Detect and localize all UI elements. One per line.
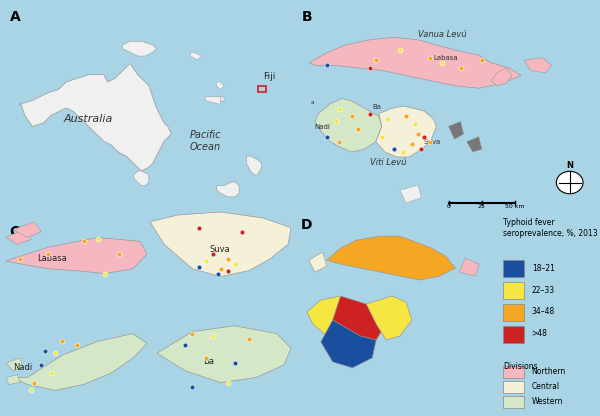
Text: Divisions: Divisions [503,362,538,371]
Text: Suva: Suva [209,245,230,254]
Bar [503,396,524,408]
Text: N: N [566,161,573,170]
Text: Western: Western [532,397,563,406]
Polygon shape [376,106,436,157]
Bar [258,86,266,92]
Polygon shape [205,97,220,104]
Text: 0: 0 [446,204,451,209]
Text: Nadi: Nadi [13,363,32,372]
Bar [503,381,524,393]
Text: Nadi: Nadi [314,124,331,130]
Polygon shape [13,334,147,390]
Text: Central: Central [532,382,560,391]
Polygon shape [157,326,291,383]
Polygon shape [491,68,512,86]
Polygon shape [6,238,147,274]
Polygon shape [332,296,386,348]
Bar [503,260,524,277]
Bar [503,282,524,299]
Text: Typhoid fever
seroprevalence, %, 2013: Typhoid fever seroprevalence, %, 2013 [503,218,598,238]
Text: 22–33: 22–33 [532,285,555,295]
Polygon shape [366,296,412,340]
Text: Ba: Ba [203,357,215,366]
Text: 50 km: 50 km [505,204,525,209]
Circle shape [556,171,583,194]
Polygon shape [307,296,366,342]
Text: Labasa: Labasa [433,55,458,61]
Polygon shape [321,320,376,368]
Polygon shape [6,375,20,384]
Text: Labasa: Labasa [37,255,67,263]
Text: Pacific
Ocean: Pacific Ocean [190,131,221,152]
Text: C: C [9,225,19,239]
Polygon shape [400,185,421,203]
Text: a: a [310,99,314,104]
Polygon shape [309,252,326,272]
Polygon shape [449,121,464,139]
Polygon shape [134,171,149,186]
Text: Northern: Northern [532,367,566,376]
Polygon shape [309,37,521,88]
Polygon shape [150,212,291,277]
Polygon shape [247,156,262,175]
Polygon shape [524,58,551,73]
Text: D: D [301,218,313,232]
Bar [503,304,524,321]
Polygon shape [315,99,382,152]
Bar [503,326,524,343]
Text: Vanua Levú: Vanua Levú [418,30,467,39]
Text: 18–21: 18–21 [532,264,554,272]
Text: Australia: Australia [64,114,113,124]
Polygon shape [6,358,23,371]
Text: 25: 25 [478,204,486,209]
Text: Suva: Suva [423,139,440,145]
Text: 34–48: 34–48 [532,307,555,317]
Polygon shape [220,97,224,101]
Text: >48: >48 [532,329,548,339]
Polygon shape [190,52,202,60]
Polygon shape [217,182,239,197]
Polygon shape [460,258,479,276]
Text: Ba: Ba [373,104,382,110]
Polygon shape [326,236,455,280]
Text: Viti Levú: Viti Levú [370,158,406,167]
Text: A: A [10,10,21,24]
Text: Fiji: Fiji [263,72,276,81]
Polygon shape [13,222,41,238]
Polygon shape [6,230,31,244]
Polygon shape [217,82,224,89]
Polygon shape [467,137,482,152]
Text: B: B [302,10,312,24]
Polygon shape [19,64,172,171]
Polygon shape [122,41,157,56]
Bar [503,366,524,378]
